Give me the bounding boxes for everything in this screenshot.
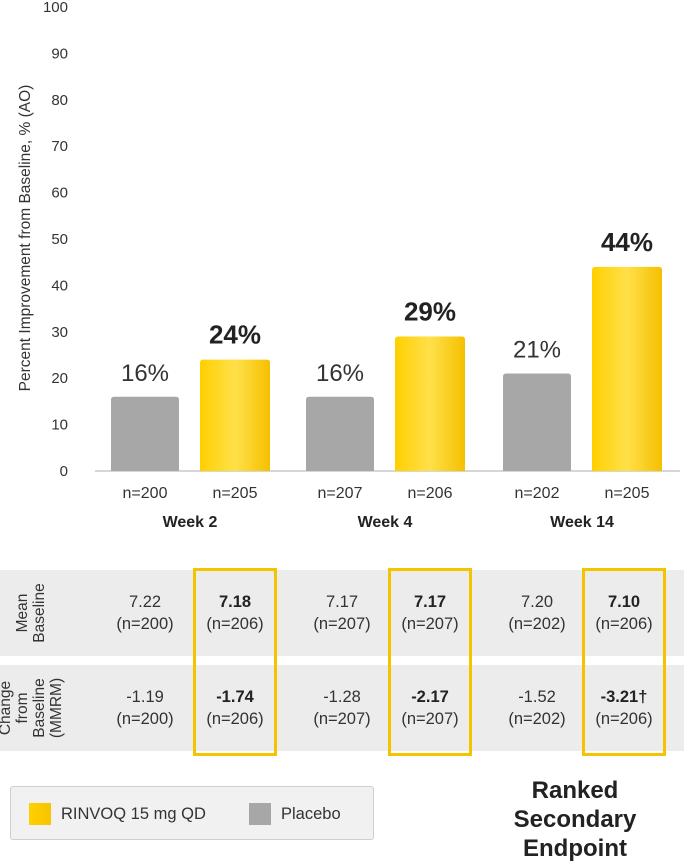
x-group-label: Week 2 <box>163 514 218 531</box>
data-label-rinvoq: 44% <box>601 227 653 257</box>
cell-n: (n=207) <box>401 710 459 728</box>
table-cell: 7.22 (n=200) <box>103 570 187 656</box>
legend-swatch-rinvoq <box>29 803 51 825</box>
data-label-placebo: 21% <box>513 337 561 364</box>
y-axis-ticks: 0 10 20 30 40 50 60 70 80 90 100 <box>43 0 68 480</box>
x-group-label: Week 14 <box>550 514 614 531</box>
n-label-placebo: n=200 <box>123 485 168 502</box>
cell-n: (n=202) <box>508 710 566 728</box>
table-row: Change from Baseline (MMRM) -1.19 (n=200) -… <box>0 665 684 751</box>
highlight-box-rinvoq <box>582 568 666 756</box>
table-cell: 7.20 (n=202) <box>495 570 579 656</box>
cell-n: (n=207) <box>313 710 371 728</box>
highlight-box-rinvoq <box>193 568 277 756</box>
data-label-placebo: 16% <box>316 360 364 387</box>
cell-n: (n=207) <box>401 615 459 633</box>
cell-n: (n=200) <box>116 615 174 633</box>
ranked-label-line: Secondary <box>513 806 637 833</box>
cell-value: -2.17 <box>411 688 449 706</box>
table-cell: -1.28 (n=207) <box>300 665 384 751</box>
data-label-rinvoq: 29% <box>404 296 456 326</box>
cell-value: -3.21† <box>600 688 648 706</box>
ranked-label-line: Endpoint <box>523 835 627 862</box>
bar-rinvoq-week-14 <box>592 266 662 471</box>
n-label-placebo: n=207 <box>318 485 363 502</box>
table-cell: -3.21† (n=206) <box>582 665 666 751</box>
cell-value: 7.17 <box>413 593 447 611</box>
cell-n: (n=206) <box>206 710 264 728</box>
table-cell: 7.18 (n=206) <box>193 570 277 656</box>
cell-n: (n=206) <box>595 710 653 728</box>
bar-rinvoq-week-4 <box>395 336 465 471</box>
highlight-box-rinvoq <box>388 568 472 756</box>
bar-chart: Percent Improvement from Baseline, % (AO… <box>17 0 680 531</box>
cell-value: 7.20 <box>520 593 554 611</box>
cell-n: (n=202) <box>508 615 566 633</box>
legend-swatch-placebo <box>249 803 271 825</box>
table-cell: -1.19 (n=200) <box>103 665 187 751</box>
y-tick-label: 70 <box>51 138 68 155</box>
cell-value: 7.10 <box>607 593 641 611</box>
bar-placebo-week-14 <box>503 373 571 471</box>
cell-n: (n=200) <box>116 710 174 728</box>
table-cell: 7.10 (n=206) <box>582 570 666 656</box>
n-label-rinvoq: n=205 <box>213 485 258 502</box>
table-cell: -1.74 (n=206) <box>193 665 277 751</box>
legend-label-rinvoq: RINVOQ 15 mg QD <box>61 805 206 823</box>
cell-n: (n=206) <box>595 615 653 633</box>
y-tick-label: 60 <box>51 185 68 202</box>
cell-value: -1.28 <box>323 688 361 706</box>
y-tick-label: 40 <box>51 277 68 294</box>
cell-value: -1.52 <box>518 688 556 706</box>
y-tick-label: 10 <box>51 417 68 434</box>
y-axis-label: Percent Improvement from Baseline, % (AO… <box>17 85 34 392</box>
y-tick-label: 80 <box>51 92 68 109</box>
bars: 16% n=200 24% n=205 Week 2 16% n=207 29% n=206 We… <box>111 227 662 531</box>
ranked-secondary-endpoint-label: Ranked Secondary Endpoint <box>490 776 660 863</box>
x-group-label: Week 4 <box>358 514 413 531</box>
n-label-rinvoq: n=206 <box>408 485 453 502</box>
data-label-placebo: 16% <box>121 360 169 387</box>
y-tick-label: 100 <box>43 0 68 16</box>
row-header: Change from Baseline (MMRM) <box>0 665 65 751</box>
n-label-placebo: n=202 <box>515 485 560 502</box>
table-cell: 7.17 (n=207) <box>300 570 384 656</box>
table-cell: 7.17 (n=207) <box>388 570 472 656</box>
table-row: Mean Baseline 7.22 (n=200) 7.18 (n=206) 7.17 (… <box>0 570 684 656</box>
cell-value: 7.22 <box>128 593 162 611</box>
row-header: Mean Baseline <box>0 570 62 656</box>
bar-rinvoq-week-2 <box>200 359 270 471</box>
table-cell: -2.17 (n=207) <box>388 665 472 751</box>
cell-value: -1.74 <box>216 688 254 706</box>
bar-placebo-week-2 <box>111 396 179 471</box>
cell-value: 7.18 <box>218 593 252 611</box>
cell-n: (n=206) <box>206 615 264 633</box>
row-header-text: Change from Baseline (MMRM) <box>0 677 65 739</box>
stats-table: Mean Baseline 7.22 (n=200) 7.18 (n=206) 7.17 (… <box>0 568 684 758</box>
y-tick-label: 0 <box>60 463 68 480</box>
y-tick-label: 50 <box>51 231 68 248</box>
n-label-rinvoq: n=205 <box>605 485 650 502</box>
bar-placebo-week-4 <box>306 396 374 471</box>
data-label-rinvoq: 24% <box>209 320 261 350</box>
cell-value: -1.19 <box>126 688 164 706</box>
cell-value: 7.17 <box>325 593 359 611</box>
ranked-label-line: Ranked <box>531 777 619 804</box>
y-tick-label: 20 <box>51 370 68 387</box>
y-tick-label: 30 <box>51 324 68 341</box>
legend: RINVOQ 15 mg QD Placebo <box>10 786 374 840</box>
y-tick-label: 90 <box>51 45 68 62</box>
row-header-text: Mean Baseline <box>14 583 48 643</box>
cell-n: (n=207) <box>313 615 371 633</box>
table-cell: -1.52 (n=202) <box>495 665 579 751</box>
legend-label-placebo: Placebo <box>281 805 341 823</box>
